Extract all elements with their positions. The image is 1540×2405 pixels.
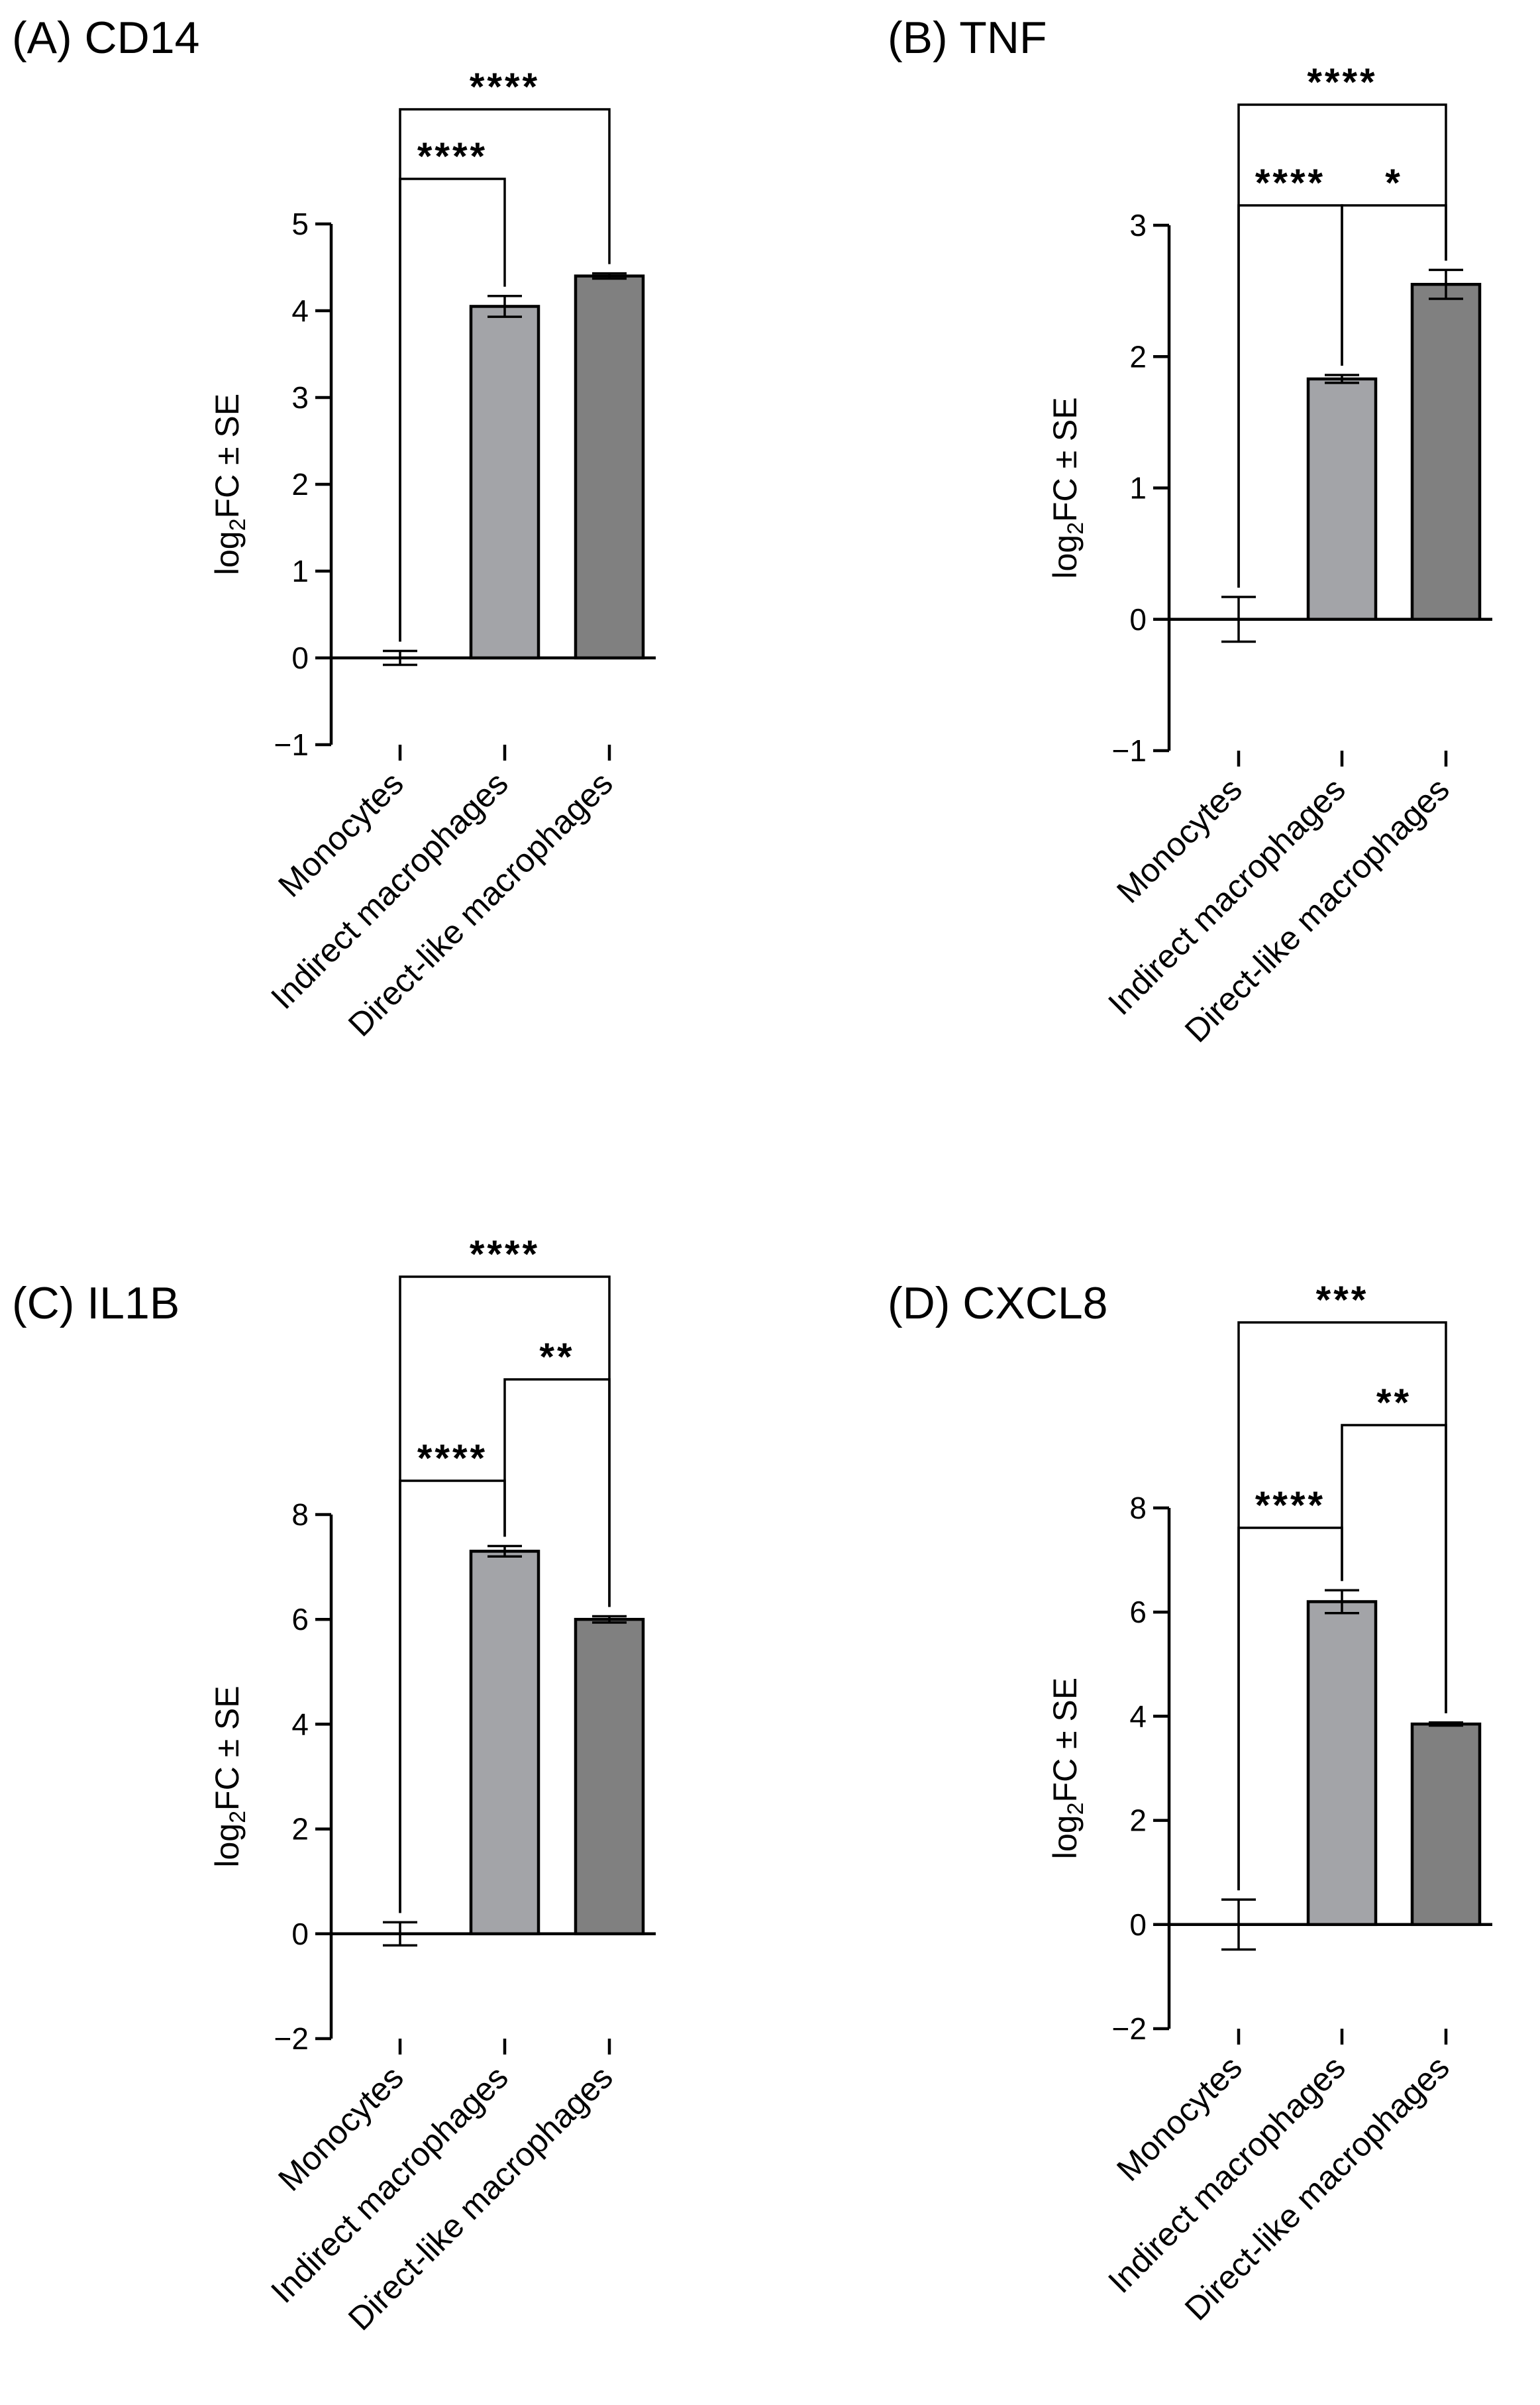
significance-label-1: **** [470,66,540,109]
y-tick-label: −1 [274,727,309,762]
y-tick-label: 2 [1129,1803,1147,1838]
y-tick-label: 1 [291,554,309,588]
y-tick-label: 5 [291,207,309,241]
y-tick-label: 6 [1129,1595,1147,1629]
y-tick-label: 4 [291,1707,309,1741]
y-axis-label-log: log [209,1823,246,1868]
y-tick-label: −2 [274,2021,309,2056]
panel-title: (A) CD14 [12,13,199,63]
significance-bracket-1 [399,108,611,642]
y-tick-label: 2 [1129,339,1147,374]
y-axis-label-log: log [1047,535,1084,579]
y-axis-label-subscript: 2 [225,518,250,531]
y-axis-label: log2FC ± SE [209,394,250,575]
significance-label-1: * [1385,162,1403,205]
significance-label-2: *** [1316,1279,1369,1322]
significance-label-2: **** [1307,61,1377,104]
y-tick-label: −1 [1112,733,1147,768]
y-tick-label: 3 [291,380,309,415]
significance-label-1: ** [539,1336,574,1379]
bar-1 [469,305,540,660]
y-tick-label: 0 [1129,602,1147,637]
y-tick-label: 6 [291,1602,309,1636]
significance-label-1: ** [1376,1381,1412,1424]
significance-label-0: **** [1255,1484,1325,1527]
y-tick-label: 4 [291,294,309,328]
y-axis-label-rest: FC ± SE [209,394,246,519]
y-tick-label: 4 [1129,1699,1147,1733]
y-axis-label-log: log [209,531,246,575]
y-tick-label: 0 [1129,1907,1147,1942]
y-axis-label-rest: FC ± SE [1047,397,1084,522]
y-axis-label-rest: FC ± SE [1047,1678,1084,1803]
panel-title: (C) IL1B [12,1278,180,1328]
y-axis-label-subscript: 2 [1063,522,1088,535]
panel-title: (D) CXCL8 [888,1278,1108,1328]
significance-label-0: **** [1255,162,1325,205]
y-tick-label: 1 [1129,471,1147,506]
y-tick-label: 3 [1129,208,1147,242]
significance-bracket-2 [1237,1321,1447,1891]
bar-1 [469,1550,540,1936]
y-tick-label: 0 [291,641,309,675]
y-axis-label: log2FC ± SE [1047,1678,1088,1859]
bar-2 [574,1617,645,1936]
bar-2 [1410,282,1482,621]
significance-label-2: **** [470,1233,540,1276]
y-axis-label: log2FC ± SE [1047,397,1088,578]
significance-label-0: **** [417,1437,488,1480]
y-axis-label-rest: FC ± SE [209,1685,246,1811]
y-axis-label-subscript: 2 [1063,1802,1088,1815]
y-tick-label: 2 [291,467,309,502]
significance-bracket-2 [399,1275,611,1913]
bar-1 [1306,1600,1378,1927]
significance-bracket-2 [1237,103,1447,588]
y-tick-label: −2 [1112,2011,1147,2046]
y-tick-label: 8 [1129,1491,1147,1525]
significance-label-0: **** [417,135,488,178]
y-tick-label: 0 [291,1917,309,1951]
y-tick-label: 8 [291,1497,309,1532]
y-tick-label: 2 [291,1812,309,1846]
bar-1 [1306,377,1378,621]
y-axis-label: log2FC ± SE [209,1685,250,1867]
panel-title: (B) TNF [888,13,1047,63]
y-axis-label-subscript: 2 [225,1811,250,1823]
bar-2 [574,274,645,660]
bar-2 [1410,1722,1482,1927]
y-axis-label-log: log [1047,1815,1084,1859]
